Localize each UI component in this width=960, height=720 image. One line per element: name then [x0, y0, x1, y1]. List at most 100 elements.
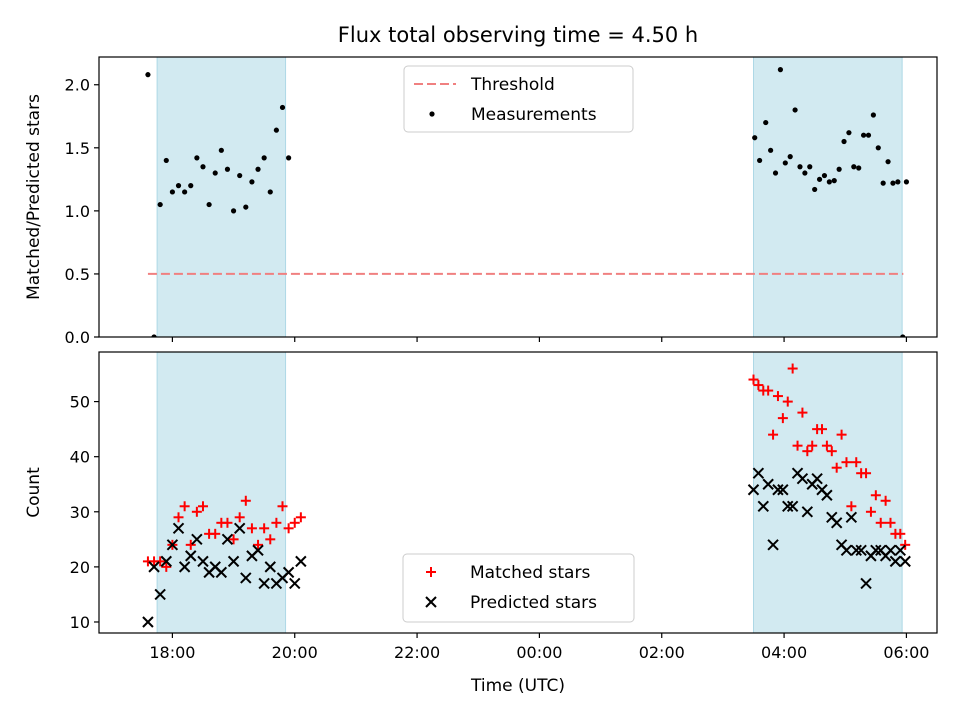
predicted-stars-point [160, 555, 172, 568]
predicted-stars-point [264, 561, 276, 573]
matched-stars-point [185, 539, 196, 550]
matched-stars-point [763, 385, 774, 396]
predicted-stars-point [786, 500, 799, 512]
matched-stars-point [772, 391, 783, 402]
x-tick-label: 22:00 [394, 643, 440, 662]
plot-data [142, 363, 911, 628]
predicted-stars-point [258, 577, 270, 590]
measurement-point [175, 183, 182, 189]
matched-stars-point [240, 495, 251, 506]
measurement-point [752, 135, 758, 141]
matched-stars-point [817, 424, 828, 435]
matched-stars-point [289, 517, 300, 528]
measurement-point [267, 189, 273, 195]
predicted-stars-point [889, 555, 902, 568]
matched-stars-point [259, 523, 270, 534]
matched-stars-point [895, 528, 906, 539]
matched-stars-point [797, 407, 808, 418]
matched-stars-point [271, 517, 282, 528]
y-axis-label: Matched/Predicted stars [24, 94, 44, 300]
matched-stars-point [748, 374, 759, 385]
predicted-stars-point [767, 539, 779, 551]
x-tick-label: 02:00 [639, 643, 685, 662]
predicted-stars-point [295, 555, 307, 568]
y-axis-label: Count [24, 467, 44, 518]
predicted-stars-point [821, 489, 833, 501]
predicted-stars-point [811, 473, 823, 485]
predicted-stars-point [884, 544, 897, 557]
matched-stars-point [295, 512, 306, 523]
x-tick-label: 18:00 [149, 643, 195, 662]
x-tick-label: 04:00 [761, 643, 807, 662]
matched-stars-point [155, 556, 166, 567]
matched-stars-point [197, 501, 208, 512]
predicted-stars-point [782, 500, 794, 512]
measurement-point [237, 172, 243, 179]
measurement-point [821, 172, 828, 179]
predicted-stars-point [282, 566, 295, 579]
measurement-point [200, 164, 206, 170]
measurement-point [206, 201, 212, 208]
measurement-point [860, 132, 867, 138]
measurement-point [169, 189, 176, 195]
legend-entry: Measurements [429, 105, 597, 125]
matched-stars-point [875, 517, 886, 528]
matched-stars-point [787, 363, 798, 374]
matched-stars-point [885, 517, 896, 528]
predicted-stars-point [142, 616, 154, 628]
measurement-point [836, 166, 842, 172]
y-tick-label: 0.5 [65, 265, 90, 284]
legend-label: Threshold [470, 75, 555, 95]
matched-stars-point [861, 468, 872, 479]
legend: Matched stars Predicted stars [402, 553, 635, 623]
legend-box [402, 553, 635, 623]
measurement-point [218, 147, 224, 153]
measurement-point [182, 189, 188, 195]
measurement-point [145, 72, 151, 78]
predicted-stars-point [227, 555, 240, 568]
matched-stars-point [265, 534, 276, 545]
matched-stars-point [851, 457, 862, 468]
measurement-point [826, 179, 832, 185]
predicted-stars-point [221, 533, 234, 546]
axes-frame [98, 351, 938, 634]
measurement-point [797, 164, 803, 170]
x-tick-label: 06:00 [883, 643, 929, 662]
matched-stars-point [246, 523, 257, 534]
measurement-point [880, 180, 886, 186]
axes-frame [98, 56, 938, 338]
measurement-point [802, 170, 808, 176]
measurement-point [224, 166, 231, 172]
legend-entry: Predicted stars [425, 593, 597, 613]
measurement-point [875, 145, 881, 151]
legend-label: Measurements [471, 105, 597, 125]
measurement-point [851, 164, 857, 170]
measurement-point [787, 154, 793, 160]
predicted-stars-point [289, 577, 301, 590]
legend-entry: Matched stars [426, 563, 590, 583]
legend-swatch [429, 111, 435, 117]
y-tick-label: 30 [70, 503, 90, 522]
predicted-stars-point [870, 544, 882, 557]
matched-stars-point [831, 462, 842, 473]
measurement-point [903, 179, 910, 185]
predicted-stars-point [894, 544, 907, 557]
matched-stars-point [826, 446, 837, 457]
matched-stars-point [846, 501, 857, 512]
y-tick-label: 1.5 [65, 139, 90, 158]
y-tick-label: 40 [70, 448, 90, 467]
matched-stars-point [222, 517, 233, 528]
measurement-point [188, 183, 194, 189]
measurement-point [230, 208, 237, 214]
measurement-point [807, 164, 813, 170]
matched-stars-point [802, 446, 813, 457]
predicted-stars-point [777, 484, 789, 496]
legend-label: Matched stars [470, 563, 590, 583]
ratio-panel: 0.0 0.5 1.0 1.5 2.0 Matched/Predicted stars Th… [24, 56, 938, 347]
legend-entry: Threshold [414, 75, 555, 95]
predicted-stars-point [752, 467, 765, 479]
measurement-point [243, 204, 249, 210]
matched-stars-point [253, 539, 264, 550]
measurement-point [777, 67, 784, 73]
